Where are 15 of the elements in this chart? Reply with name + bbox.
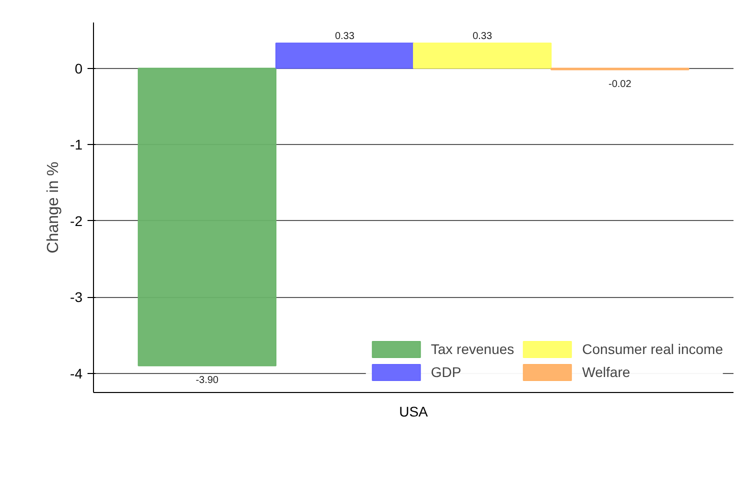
data-label: -0.02	[608, 78, 632, 90]
y-tick-label: 0	[74, 60, 83, 76]
data-label: 0.33	[472, 31, 492, 42]
legend-label: Welfare	[582, 364, 630, 380]
y-tick-label: -3	[70, 289, 83, 306]
legend-label: Consumer real income	[582, 341, 723, 357]
y-tick-label: -4	[70, 365, 83, 382]
y-axis-title: Change in %	[45, 162, 62, 254]
x-tick-label: USA	[399, 404, 429, 420]
data-label: 0.33	[334, 31, 355, 42]
y-tick-label: -2	[70, 212, 83, 229]
data-label: -3.90	[196, 374, 219, 386]
y-tick-label: -1	[70, 136, 83, 153]
legend-label: GDP	[430, 364, 462, 380]
legend-label: Tax revenues	[430, 341, 514, 357]
